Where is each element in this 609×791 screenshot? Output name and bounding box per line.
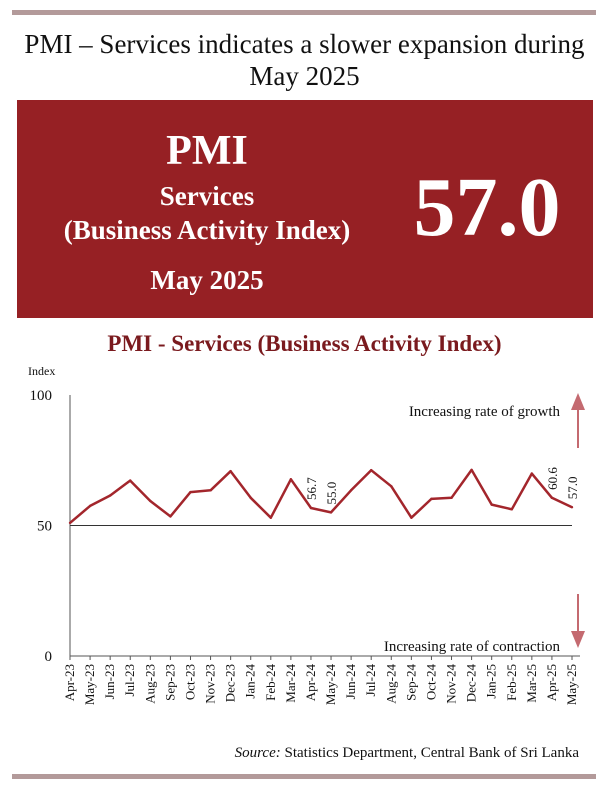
data-point-Apr-23 <box>68 521 72 525</box>
data-point-Sep-23 <box>169 515 172 518</box>
x-tick-label-Nov-24: Nov-24 <box>444 664 459 704</box>
y-axis-label: Index <box>28 364 55 378</box>
x-tick-label-Jun-23: Jun-23 <box>102 664 117 699</box>
x-tick-label-Apr-24: Apr-24 <box>303 664 318 702</box>
contraction-arrow-head <box>571 631 585 648</box>
data-point-May-23 <box>88 504 92 508</box>
x-tick-label-Dec-23: Dec-23 <box>223 664 238 702</box>
x-tick-label-Oct-24: Oct-24 <box>423 664 438 701</box>
x-tick-label-Jul-24: Jul-24 <box>363 664 378 697</box>
data-point-Dec-24 <box>470 468 473 472</box>
data-point-Dec-23 <box>229 470 232 473</box>
data-point-May-25 <box>570 506 574 509</box>
annotation-contraction: Increasing rate of contraction <box>384 639 561 655</box>
y-tick-label-100: 100 <box>30 388 53 404</box>
banner-line1: Services <box>159 181 255 211</box>
y-tick-label-50: 50 <box>37 519 52 535</box>
data-point-Jan-25 <box>490 503 493 506</box>
x-tick-label-Jan-25: Jan-25 <box>484 664 499 699</box>
bottom-rule <box>12 774 596 779</box>
x-tick-label-Jul-23: Jul-23 <box>122 664 137 697</box>
headline: PMI – Services indicates a slower expans… <box>24 29 585 91</box>
data-point-Mar-25 <box>530 472 534 475</box>
x-tick-label-Mar-25: Mar-25 <box>524 664 539 703</box>
data-point-Jun-24 <box>349 489 353 492</box>
x-tick-label-Jan-24: Jan-24 <box>243 664 258 699</box>
data-label-May-25: 57.0 <box>565 476 580 499</box>
pmi-banner: PMI Services (Business Activity Index) M… <box>17 100 593 318</box>
top-rule <box>12 10 596 15</box>
source-text: Statistics Department, Central Bank of S… <box>280 745 579 761</box>
x-tick-label-Oct-23: Oct-23 <box>182 664 197 700</box>
banner-line2: (Business Activity Index) <box>63 215 351 245</box>
data-point-May-24 <box>329 511 333 514</box>
data-point-Jul-23 <box>129 479 132 482</box>
x-tick-label-Sep-24: Sep-24 <box>403 664 418 701</box>
x-tick-label-Apr-23: Apr-23 <box>62 664 77 701</box>
data-point-Nov-23 <box>209 489 212 492</box>
x-tick-label-Aug-24: Aug-24 <box>383 664 398 704</box>
x-tick-label-Mar-24: Mar-24 <box>283 664 298 703</box>
x-tick-label-May-24: May-24 <box>323 664 338 706</box>
data-point-Apr-24 <box>309 506 313 510</box>
chart-title: PMI - Services (Business Activity Index) <box>107 331 502 356</box>
x-tick-label-Jun-24: Jun-24 <box>343 664 358 700</box>
data-point-Apr-25 <box>550 496 554 500</box>
data-label-Apr-24: 56.7 <box>304 477 319 500</box>
banner-month: May 2025 <box>150 265 264 295</box>
data-point-Jun-23 <box>108 494 112 497</box>
banner-title: PMI <box>166 128 248 174</box>
data-point-Jan-24 <box>249 496 252 500</box>
growth-arrow-head <box>571 393 585 410</box>
data-point-Feb-24 <box>269 516 272 519</box>
data-label-Apr-25: 60.6 <box>545 467 560 490</box>
data-point-Oct-23 <box>189 490 192 494</box>
x-tick-label-Dec-24: Dec-24 <box>464 664 479 703</box>
x-tick-label-May-23: May-23 <box>82 664 97 705</box>
data-point-Feb-25 <box>510 508 513 511</box>
banner-value: 57.0 <box>413 161 561 254</box>
data-point-Oct-24 <box>430 497 433 501</box>
series-line <box>69 468 573 524</box>
x-tick-label-Feb-24: Feb-24 <box>263 664 278 701</box>
data-point-Aug-23 <box>149 499 152 503</box>
data-label-May-24: 55.0 <box>324 482 339 505</box>
x-tick-label-Sep-23: Sep-23 <box>162 664 177 701</box>
x-tick-label-May-25: May-25 <box>564 664 579 705</box>
banner-text-block: PMI Services (Business Activity Index) M… <box>17 100 397 318</box>
pmi-line-chart: Index 0 50 100 Apr-23 May-23 Jun-23 Jul-23 Aug-2… <box>28 364 585 706</box>
y-tick-label-0: 0 <box>45 649 53 665</box>
data-point-Nov-24 <box>450 496 453 500</box>
x-tick-label-Feb-25: Feb-25 <box>504 664 519 701</box>
annotation-growth: Increasing rate of growth <box>409 404 561 420</box>
x-tick-label-Apr-25: Apr-25 <box>544 664 559 701</box>
source-note: Source: Statistics Department, Central B… <box>235 745 579 762</box>
x-tick-label-Nov-23: Nov-23 <box>203 664 218 704</box>
source-prefix: Source: <box>234 745 281 761</box>
data-point-Sep-24 <box>410 516 413 519</box>
data-point-Aug-24 <box>390 485 393 488</box>
data-point-Mar-24 <box>289 478 293 481</box>
x-tick-label-Aug-23: Aug-23 <box>142 664 157 704</box>
data-point-Jul-24 <box>370 468 373 472</box>
